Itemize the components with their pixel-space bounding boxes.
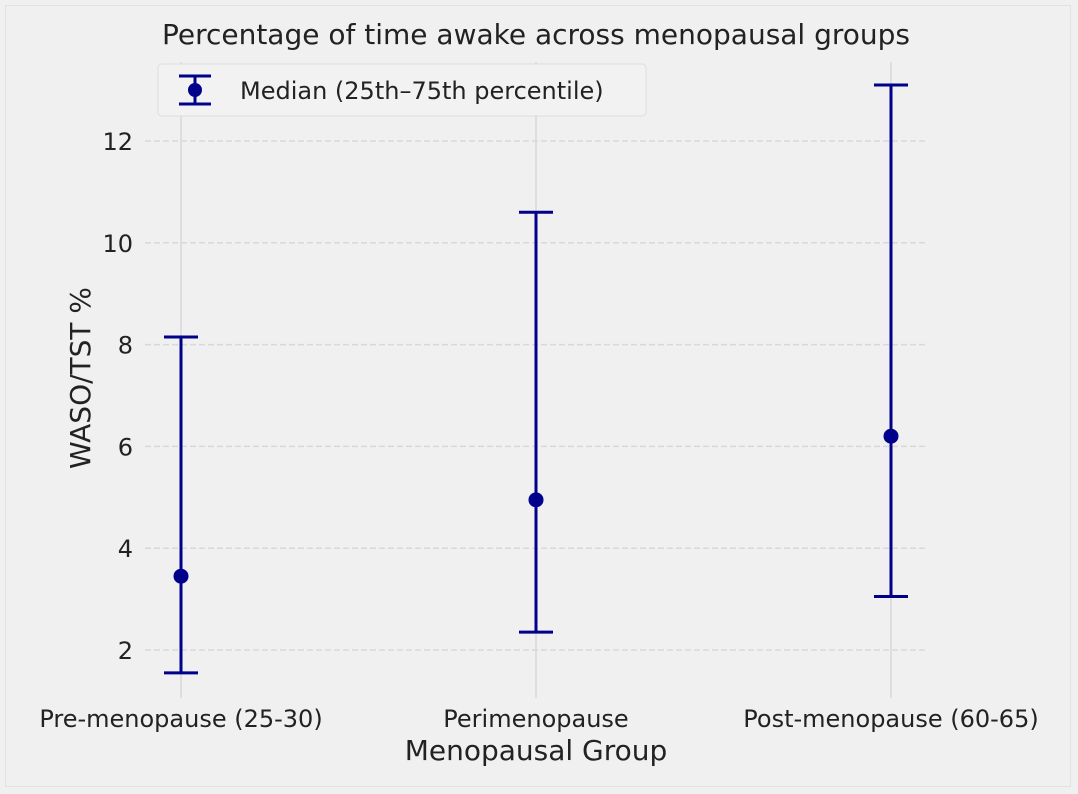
y-tick-label: 2 [118,637,133,665]
y-tick-label: 10 [102,230,133,258]
x-axis-label: Menopausal Group [405,734,668,767]
median-point [173,568,189,584]
y-axis-label: WASO/TST % [64,287,97,469]
median-point [883,428,899,444]
legend-marker [179,74,211,106]
chart-frame [5,5,1071,787]
x-axis-ticks: Pre-menopause (25-30) Perimenopause Post-m… [39,705,1038,733]
error-bar-group [874,83,908,599]
error-bars [164,83,908,675]
legend: Median (25th–75th percentile) [157,63,647,117]
error-bar-group [519,210,553,634]
legend-box [157,63,647,117]
y-tick-label: 8 [118,332,133,360]
legend-label: Median (25th–75th percentile) [240,77,604,105]
legend-marker-point [188,83,202,97]
y-axis-ticks: 2 4 6 8 10 12 [102,128,133,665]
x-tick-label: Post-menopause (60-65) [743,705,1038,733]
y-tick-label: 4 [118,535,133,563]
x-tick-label: Pre-menopause (25-30) [39,705,322,733]
y-tick-label: 6 [118,433,133,461]
chart-title: Percentage of time awake across menopaus… [162,18,910,51]
median-point [528,492,544,508]
y-tick-label: 12 [102,128,133,156]
x-tick-label: Perimenopause [443,705,628,733]
error-bar-group [164,335,198,675]
